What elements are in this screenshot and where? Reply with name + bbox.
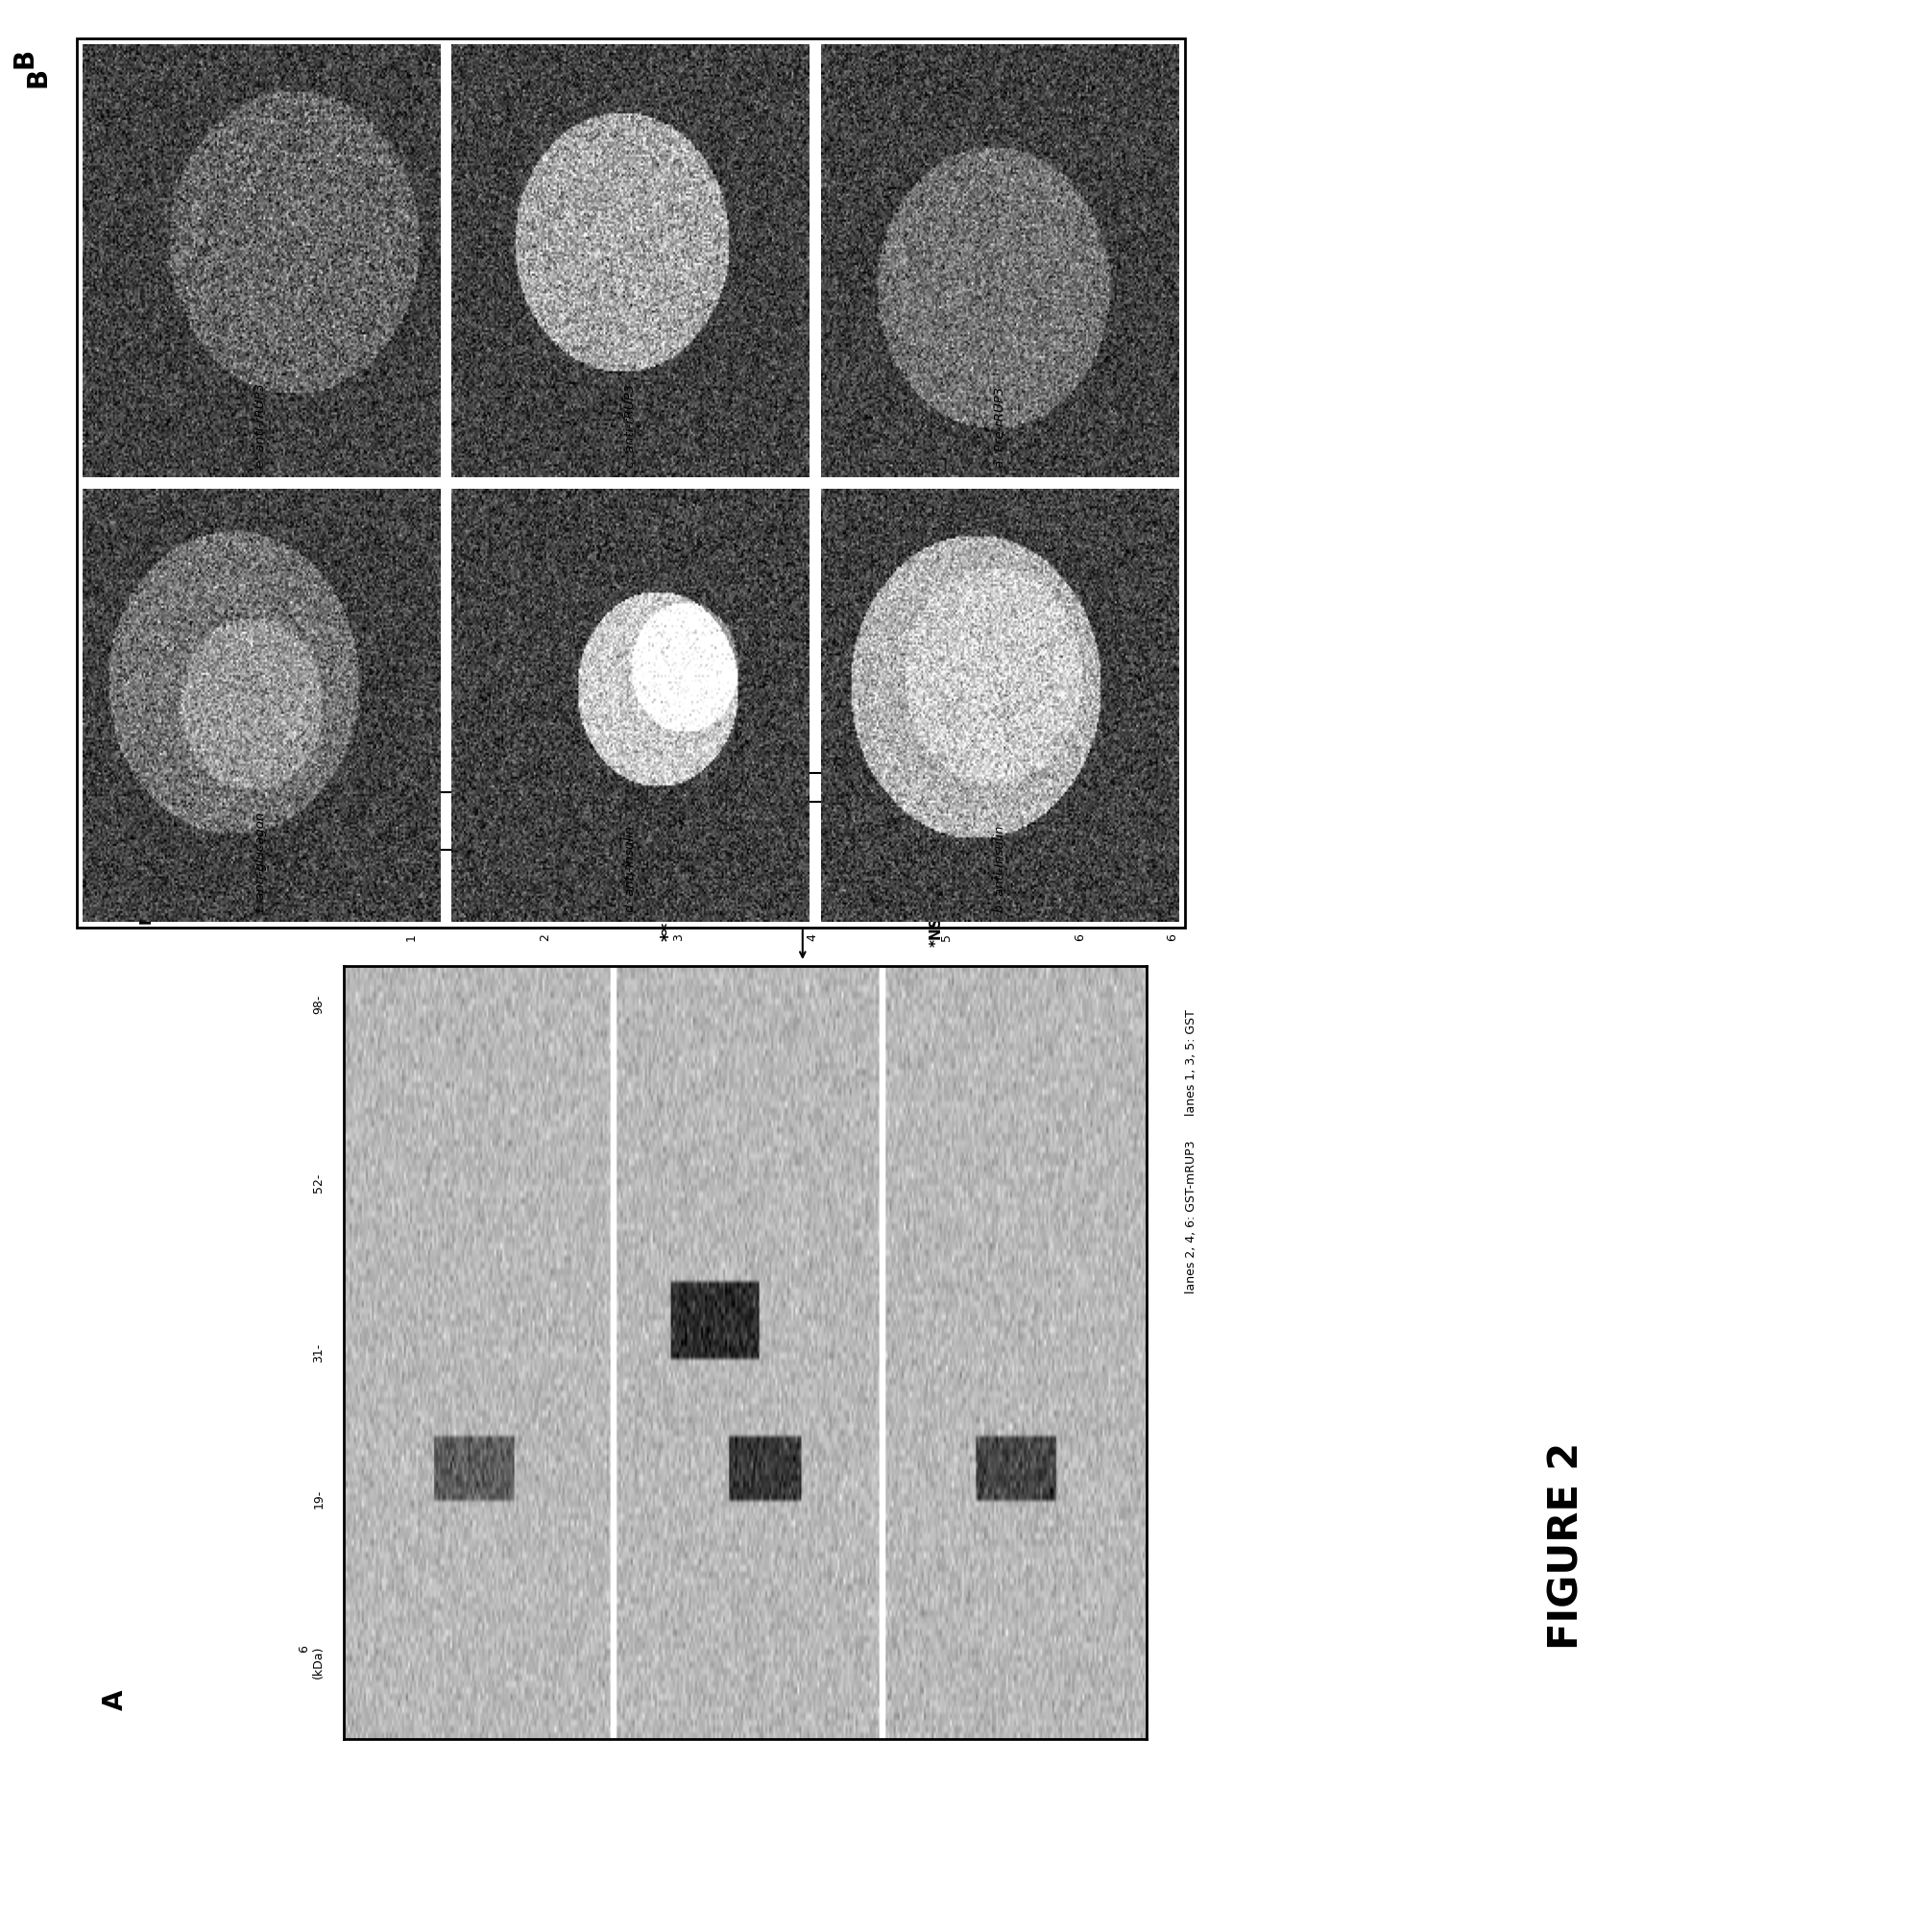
Text: A: A xyxy=(101,1690,128,1710)
FancyBboxPatch shape xyxy=(401,792,554,850)
Text: e: anti-rRUP3: e: anti-rRUP3 xyxy=(254,383,267,468)
Text: 2: 2 xyxy=(539,933,550,941)
Text: α-rRUP3: α-rRUP3 xyxy=(875,709,888,763)
Text: Pre: Pre xyxy=(470,811,483,831)
Text: lanes 2, 4, 6: GST-mRUP3: lanes 2, 4, 6: GST-mRUP3 xyxy=(1184,1140,1198,1294)
Text: 6
(kDa): 6 (kDa) xyxy=(298,1644,325,1679)
Text: *NS: *NS xyxy=(928,916,944,947)
Text: d: anti-insulin: d: anti-insulin xyxy=(625,825,636,912)
Text: 19-: 19- xyxy=(311,1490,325,1509)
Text: lanes 1, 3, 5: GST: lanes 1, 3, 5: GST xyxy=(1184,1009,1198,1117)
Text: 31-: 31- xyxy=(311,1343,325,1362)
Text: 6: 6 xyxy=(1165,933,1178,941)
Text: c: anti-rRUP3: c: anti-rRUP3 xyxy=(625,384,636,468)
Text: 98-: 98- xyxy=(311,995,325,1014)
Text: **: ** xyxy=(659,922,678,941)
Text: –: – xyxy=(468,885,485,893)
Text: a: Pre-rRUP3: a: Pre-rRUP3 xyxy=(993,386,1007,468)
Text: +: + xyxy=(1005,881,1022,896)
Text: Sera:: Sera: xyxy=(138,800,153,842)
Text: 4: 4 xyxy=(806,933,817,941)
Text: 1: 1 xyxy=(405,933,416,941)
Text: B: B xyxy=(11,48,38,68)
Text: 5: 5 xyxy=(940,933,951,941)
Text: B: B xyxy=(25,68,52,87)
Text: 6: 6 xyxy=(1073,933,1085,941)
Text: Peptide:: Peptide: xyxy=(138,854,153,923)
Text: FIGURE 2: FIGURE 2 xyxy=(1545,1441,1587,1650)
Bar xyxy=(76,39,1184,927)
Text: 52-: 52- xyxy=(311,1173,325,1192)
Text: –: – xyxy=(735,885,754,893)
Text: b: anti-Insulin: b: anti-Insulin xyxy=(993,825,1007,912)
Text: 3: 3 xyxy=(672,933,684,941)
Text: f: anti-glucagon: f: anti-glucagon xyxy=(254,811,267,912)
